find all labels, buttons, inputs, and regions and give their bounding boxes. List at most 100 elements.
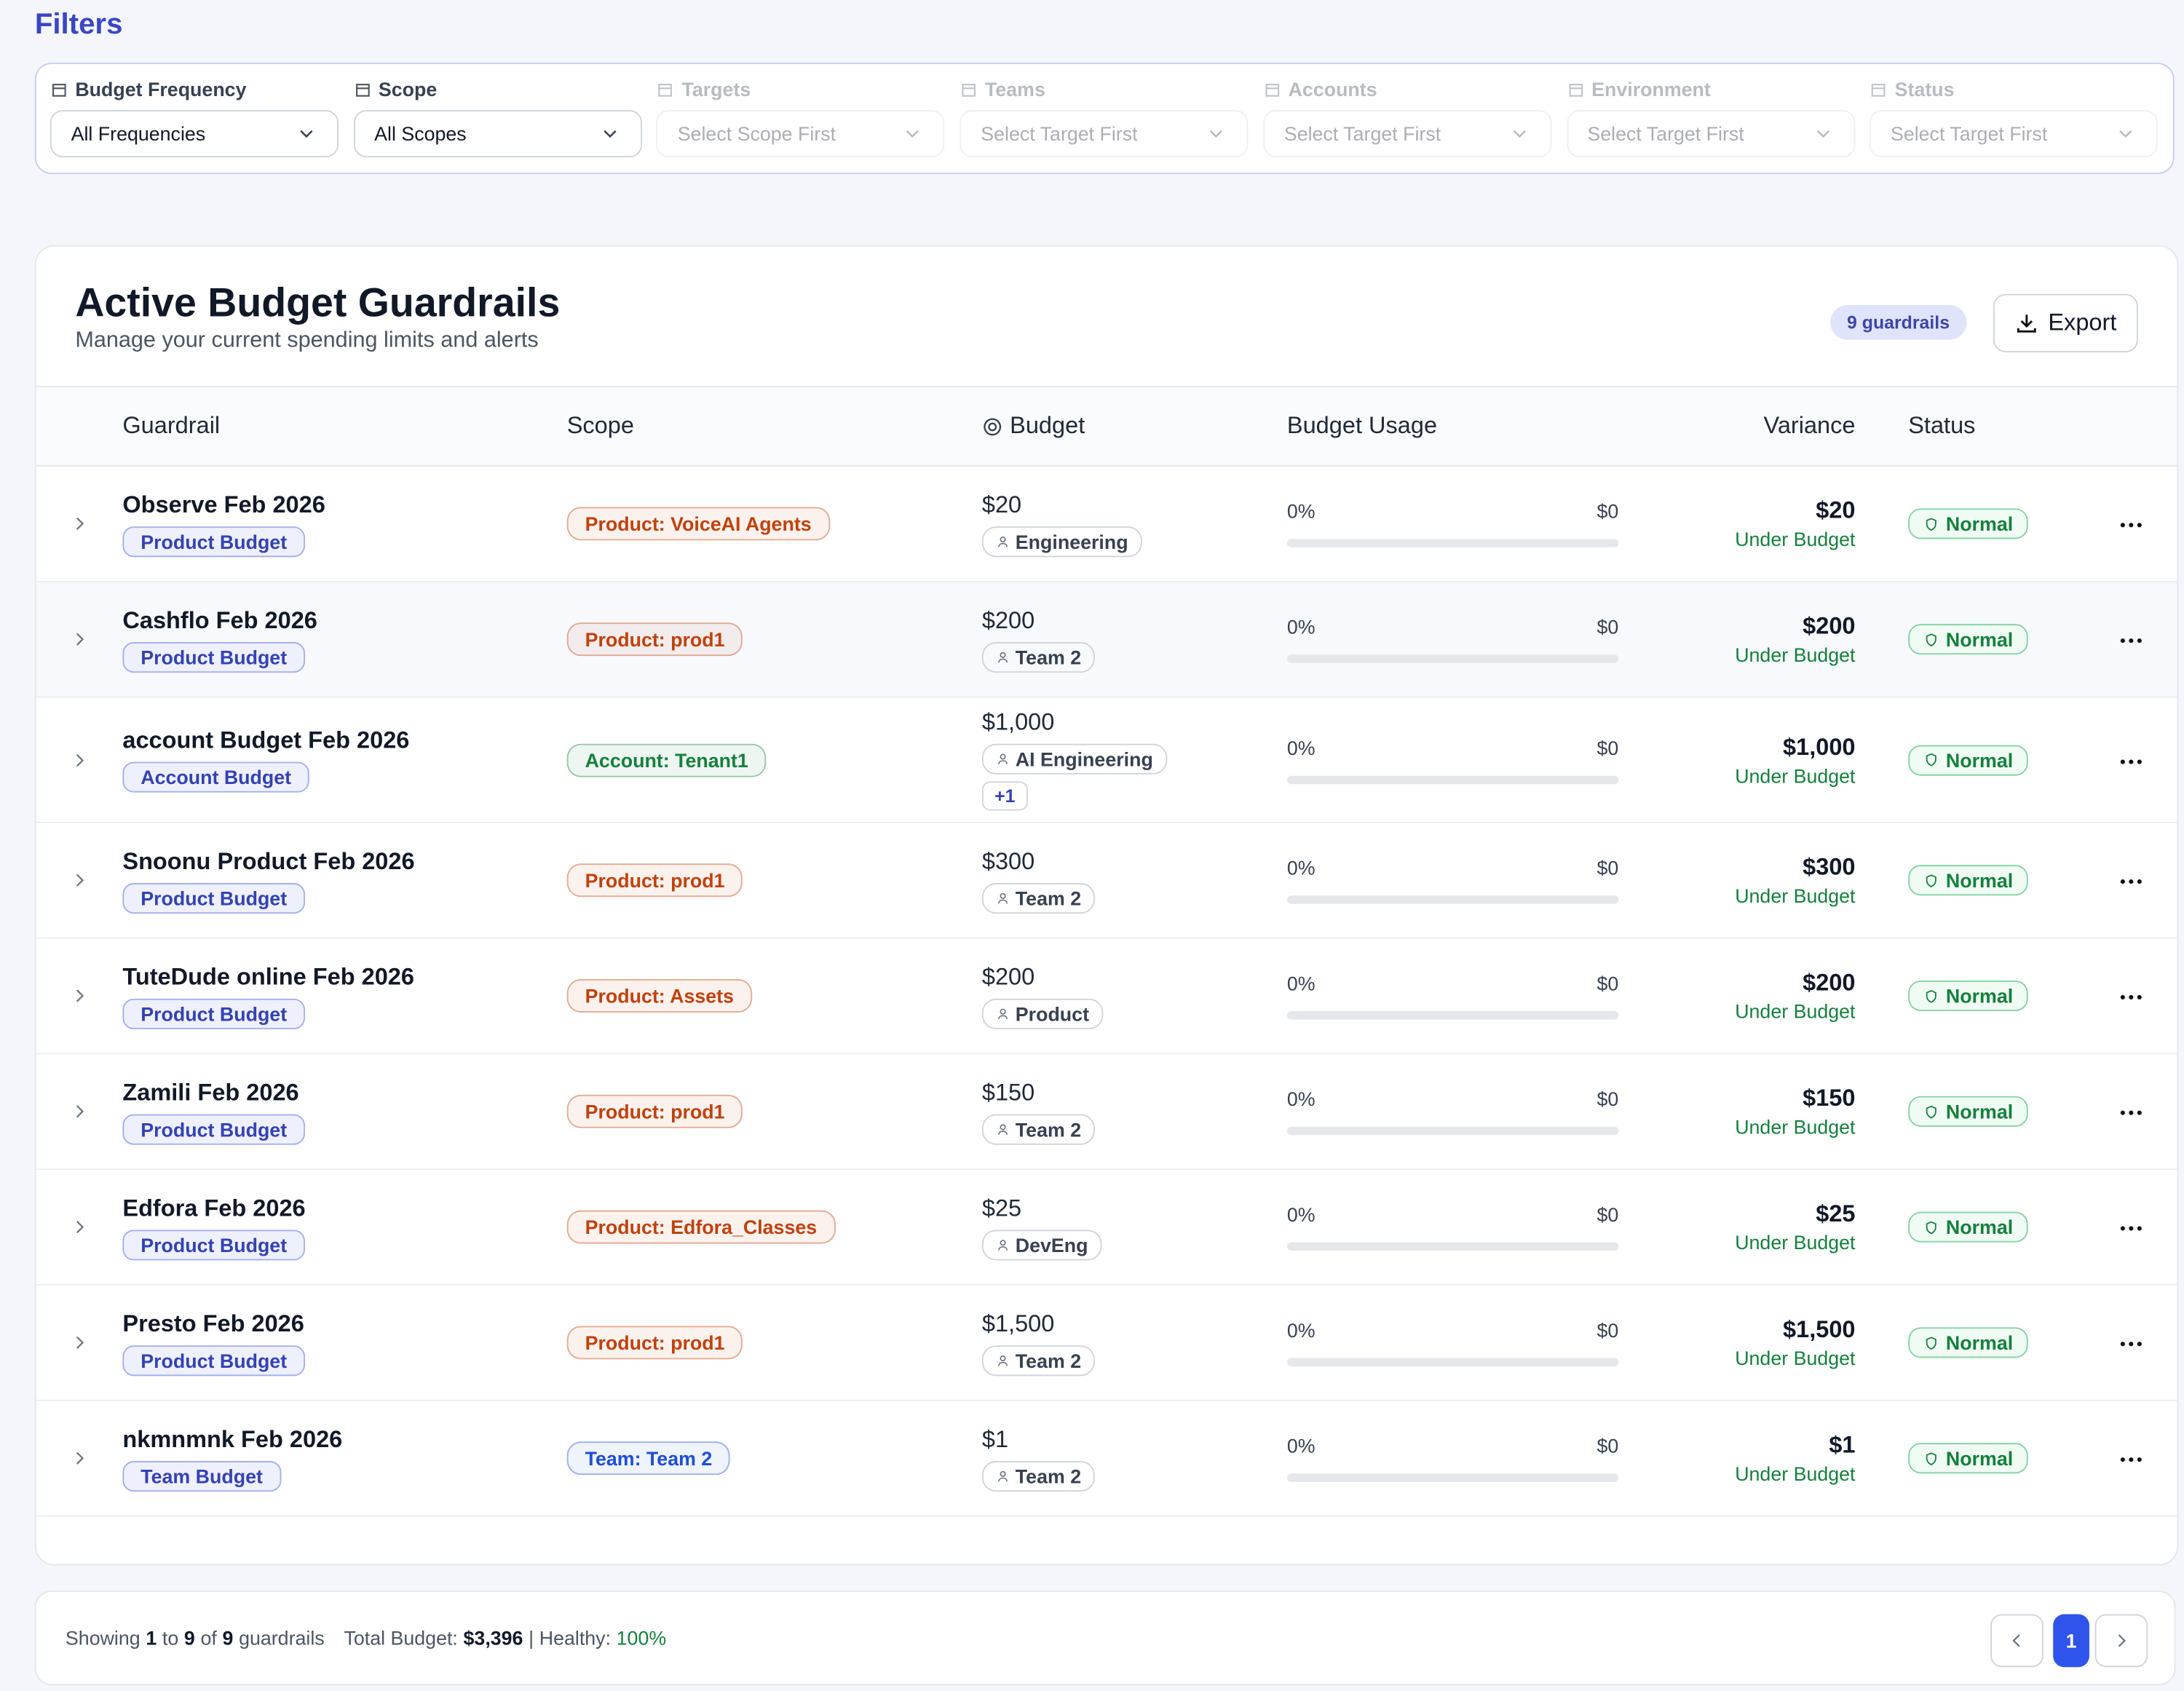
guardrail-name: account Budget Feb 2026 xyxy=(122,726,410,754)
column-label: Scope xyxy=(566,412,634,439)
export-button[interactable]: Export xyxy=(1993,293,2138,353)
usage-pct: 0% xyxy=(1286,1203,1315,1226)
expand[interactable] xyxy=(36,750,123,769)
header-cell: Status xyxy=(1908,412,2103,440)
variance-label: Under Budget xyxy=(1735,528,1856,550)
usage-spent: $0 xyxy=(1597,972,1619,995)
expand[interactable] xyxy=(36,871,123,890)
row-menu[interactable] xyxy=(2103,983,2159,1008)
icon xyxy=(1926,753,1936,767)
filter-label: Accounts xyxy=(1288,78,1377,100)
header-cell: Budget xyxy=(982,412,1287,440)
status: Normal xyxy=(1945,627,2014,651)
row-menu[interactable] xyxy=(2103,1214,2159,1239)
dots xyxy=(2120,1110,2142,1115)
row-menu[interactable] xyxy=(2103,868,2159,892)
page-button[interactable]: 1 xyxy=(2053,1614,2089,1668)
table-row[interactable]: Edfora Feb 2026 Product Budget Product: Ed… xyxy=(36,1170,2177,1286)
row-menu[interactable] xyxy=(2103,1099,2159,1124)
guardrails-card: Active Budget Guardrails Manage your cur… xyxy=(34,245,2179,1566)
status-cell: Normal xyxy=(1908,744,2103,775)
expand[interactable] xyxy=(36,630,123,649)
scope-tag: Product: Edfora_Classes xyxy=(566,1210,836,1244)
usage-track xyxy=(1286,1473,1619,1482)
usage-spent: $0 xyxy=(1597,615,1619,638)
card-title: Active Budget Guardrails xyxy=(75,281,561,326)
table-row[interactable]: Snoonu Product Feb 2026 Product Budget Pro… xyxy=(36,823,2177,939)
table-row[interactable]: Presto Feb 2026 Product Budget Product: pr… xyxy=(36,1286,2177,1401)
budget: $300 xyxy=(981,847,1035,874)
variance: $1,000 xyxy=(1783,733,1856,760)
usage-pct: 0% xyxy=(1286,1434,1315,1457)
usage-labels: 0% $0 xyxy=(1287,1088,1618,1110)
filter-select[interactable]: All Frequencies xyxy=(50,110,339,158)
prev-page[interactable] xyxy=(1990,1614,2043,1668)
table-row[interactable]: Cashflo Feb 2026 Product Budget Product: p… xyxy=(36,582,2177,698)
usage-spent: $0 xyxy=(1597,1088,1619,1110)
team-tag: Product xyxy=(981,997,1104,1029)
row-menu[interactable] xyxy=(2103,1446,2159,1470)
icon xyxy=(1568,83,1583,96)
usage-spent: $0 xyxy=(1597,856,1619,879)
guardrail-name: Zamili Feb 2026 xyxy=(122,1078,299,1106)
icon xyxy=(962,83,976,96)
next-page[interactable] xyxy=(2094,1614,2148,1668)
filter-select: Select Target First xyxy=(1263,110,1552,158)
budget: $200 xyxy=(981,606,1035,633)
expand[interactable] xyxy=(36,514,123,534)
download-icon xyxy=(2017,314,2037,333)
filter-label: Scope xyxy=(378,78,438,100)
status: Normal xyxy=(1945,512,2014,535)
table-row[interactable]: account Budget Feb 2026 Account Budget Acc… xyxy=(36,698,2177,823)
expand[interactable] xyxy=(36,1449,123,1468)
budget: $25 xyxy=(981,1194,1022,1221)
dots xyxy=(2120,523,2142,528)
variance-cell: $25 Under Budget xyxy=(1618,1200,1855,1254)
usage-spent: $0 xyxy=(1597,1203,1619,1226)
icon xyxy=(1926,517,1936,531)
count-badge: 9 guardrails xyxy=(1830,305,1967,340)
expand[interactable] xyxy=(36,1333,123,1353)
team-tag: Team 2 xyxy=(981,882,1096,914)
variance: $25 xyxy=(1816,1200,1856,1227)
filter: Budget Frequency All Frequencies xyxy=(50,64,354,173)
team-tag: Team 2 xyxy=(981,1460,1096,1492)
table-row[interactable]: TuteDude online Feb 2026 Product Budget Pr… xyxy=(36,939,2177,1055)
icon xyxy=(906,130,919,138)
budget: $200 xyxy=(981,963,1035,990)
filter-label-row: Budget Frequency xyxy=(50,78,354,100)
row-menu[interactable] xyxy=(2103,1330,2159,1355)
filter: Targets Select Scope First xyxy=(657,64,960,173)
dots xyxy=(2120,638,2142,643)
filter-label-row: Accounts xyxy=(1263,78,1567,100)
variance-label: Under Budget xyxy=(1735,1347,1856,1369)
filter-select[interactable]: All Scopes xyxy=(353,110,642,158)
row-menu[interactable] xyxy=(2103,511,2159,536)
filter-label: Targets xyxy=(681,78,751,100)
row-menu[interactable] xyxy=(2103,627,2159,652)
filter: Status Select Target First xyxy=(1870,64,2173,173)
icon xyxy=(998,1355,1008,1366)
team-tag: AI Engineering xyxy=(981,743,1167,775)
expand[interactable] xyxy=(36,986,123,1006)
column-label: Guardrail xyxy=(122,412,221,439)
budget-cell: $25 DevEng xyxy=(981,1194,1287,1260)
status-cell: Normal xyxy=(1908,1443,2103,1474)
row-menu[interactable] xyxy=(2103,747,2159,772)
footer-num: 1 xyxy=(146,1626,157,1650)
table-row[interactable]: nkmnmnk Feb 2026 Team Budget Team: Team 2 $… xyxy=(36,1401,2177,1517)
usage-cell: 0% $0 xyxy=(1286,615,1619,663)
status: Normal xyxy=(1945,1446,2014,1470)
footer-text: Total Budget: xyxy=(344,1626,458,1650)
table-row[interactable]: Zamili Feb 2026 Product Budget Product: pr… xyxy=(36,1054,2177,1171)
scope-cell: Product: prod1 xyxy=(566,622,982,657)
usage-cell: 0% $0 xyxy=(1286,856,1619,904)
filter: Environment Select Target First xyxy=(1566,64,1870,173)
usage-cell: 0% $0 xyxy=(1286,1319,1619,1366)
expand[interactable] xyxy=(36,1217,123,1237)
table-row[interactable]: Observe Feb 2026 Product Budget Product: V… xyxy=(36,467,2177,582)
team-name: Team 2 xyxy=(1015,1117,1082,1141)
team-name: AI Engineering xyxy=(1015,748,1153,771)
expand[interactable] xyxy=(36,1101,123,1121)
guardrail-name: Cashflo Feb 2026 xyxy=(122,606,317,633)
